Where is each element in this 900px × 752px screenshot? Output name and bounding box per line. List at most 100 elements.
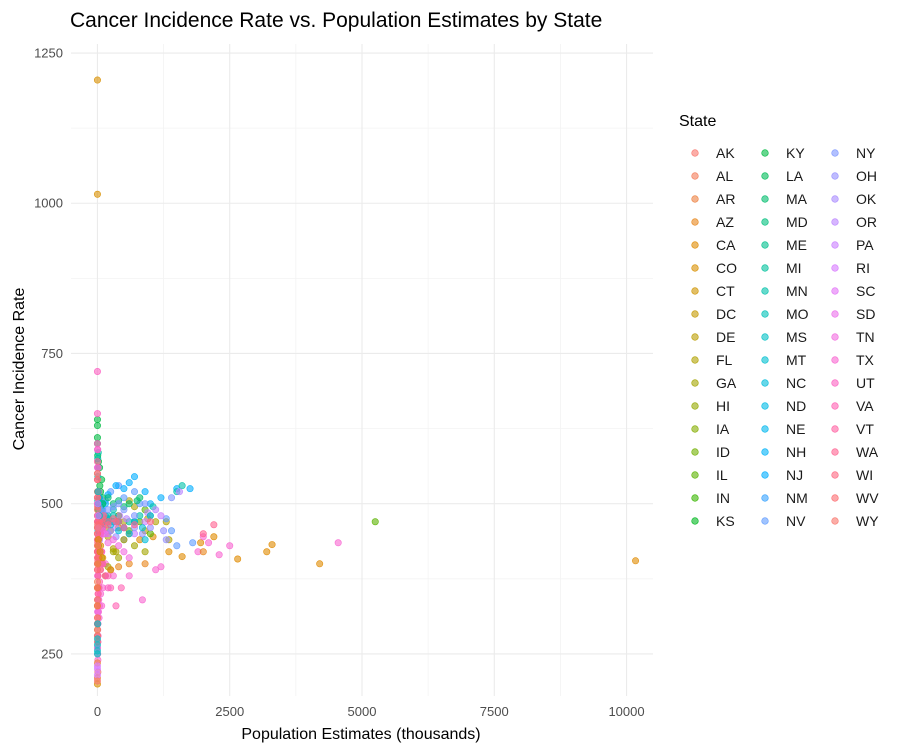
point-nc — [138, 524, 146, 532]
legend-label-sc: SC — [856, 283, 875, 299]
point-nv — [189, 539, 197, 547]
point-vt — [94, 572, 102, 580]
legend: State AK AL AR AZ CA CO CT DC DE FL GA HI IA ID IL IN KS… — [679, 113, 879, 529]
point-or — [152, 506, 160, 514]
point-nv — [168, 527, 176, 535]
legend-key-hi — [691, 402, 699, 410]
legend-key-de — [691, 333, 699, 341]
point-tx — [205, 539, 213, 547]
legend-key-md — [761, 218, 769, 226]
legend-key-nd — [761, 402, 769, 410]
legend-label-ms: MS — [786, 329, 807, 345]
point-ca — [210, 533, 218, 541]
legend-label-nv: NV — [786, 513, 806, 529]
legend-label-mt: MT — [786, 352, 807, 368]
legend-key-la — [761, 172, 769, 180]
legend-label-ar: AR — [716, 191, 735, 207]
x-tick-label: 10000 — [608, 704, 644, 719]
legend-key-nc — [761, 379, 769, 387]
point-il — [146, 530, 154, 538]
point-or — [175, 488, 183, 496]
legend-label-me: ME — [786, 237, 807, 253]
point-ny — [168, 494, 176, 502]
point-tn — [115, 542, 123, 550]
legend-label-ut: UT — [856, 375, 875, 391]
legend-label-in: IN — [716, 490, 730, 506]
legend-label-dc: DC — [716, 306, 736, 322]
point-ms — [94, 620, 102, 628]
legend-key-nj — [761, 471, 769, 479]
legend-key-sc — [831, 287, 839, 295]
legend-label-pa: PA — [856, 237, 874, 253]
point-wy — [93, 677, 101, 685]
point-co — [93, 76, 101, 84]
point-nv — [130, 488, 138, 496]
legend-label-de: DE — [716, 329, 735, 345]
point-wv — [93, 530, 101, 538]
legend-label-nd: ND — [786, 398, 806, 414]
point-mo — [146, 512, 154, 520]
point-ga — [109, 548, 117, 556]
x-tick-label: 5000 — [348, 704, 377, 719]
point-az — [115, 563, 123, 571]
point-al — [93, 578, 101, 586]
legend-key-wv — [831, 494, 839, 502]
point-ky — [96, 482, 104, 490]
point-co — [93, 190, 101, 198]
point-ar — [93, 626, 101, 634]
point-ma — [104, 494, 112, 502]
point-nj — [130, 473, 138, 481]
legend-key-ri — [831, 264, 839, 272]
point-wa — [120, 524, 128, 532]
legend-key-nv — [761, 517, 769, 525]
point-nj — [157, 494, 165, 502]
legend-label-nh: NH — [786, 444, 806, 460]
legend-key-nm — [761, 494, 769, 502]
point-oh — [146, 524, 154, 532]
point-co — [95, 536, 103, 544]
point-ms — [93, 635, 101, 643]
point-nc — [141, 536, 149, 544]
legend-label-md: MD — [786, 214, 808, 230]
legend-label-ok: OK — [856, 191, 877, 207]
point-wv — [93, 476, 101, 484]
legend-label-al: AL — [716, 168, 733, 184]
point-nj — [125, 479, 133, 487]
point-ny — [120, 506, 128, 514]
legend-label-tx: TX — [856, 352, 875, 368]
legend-key-pa — [831, 241, 839, 249]
point-wy — [94, 524, 102, 532]
legend-label-la: LA — [786, 168, 804, 184]
legend-key-nh — [761, 448, 769, 456]
y-axis-title: Cancer Incidence Rate — [11, 288, 28, 451]
legend-key-mi — [761, 264, 769, 272]
legend-label-nc: NC — [786, 375, 806, 391]
point-wa — [210, 521, 218, 529]
legend-key-me — [761, 241, 769, 249]
point-nj — [120, 485, 128, 493]
point-ut — [94, 464, 102, 472]
legend-key-il — [691, 471, 699, 479]
legend-key-ut — [831, 379, 839, 387]
x-tick-label: 7500 — [480, 704, 509, 719]
point-ca — [234, 555, 242, 563]
legend-label-wi: WI — [856, 467, 873, 483]
point-ga — [141, 548, 149, 556]
point-ut — [93, 368, 101, 376]
y-tick-label: 1000 — [34, 196, 63, 211]
point-tn — [104, 539, 112, 547]
point-pa — [157, 512, 165, 520]
point-tx — [125, 572, 133, 580]
y-axis-ticks: 250 500 750 1000 1250 — [34, 46, 63, 662]
x-axis-title: Population Estimates (thousands) — [241, 726, 480, 743]
legend-key-mn — [761, 287, 769, 295]
point-or — [116, 512, 124, 520]
legend-label-co: CO — [716, 260, 737, 276]
point-wi — [104, 518, 112, 526]
legend-label-ky: KY — [786, 145, 805, 161]
legend-label-ak: AK — [716, 145, 735, 161]
legend-label-ga: GA — [716, 375, 737, 391]
point-oh — [138, 530, 146, 538]
point-ca — [165, 548, 173, 556]
